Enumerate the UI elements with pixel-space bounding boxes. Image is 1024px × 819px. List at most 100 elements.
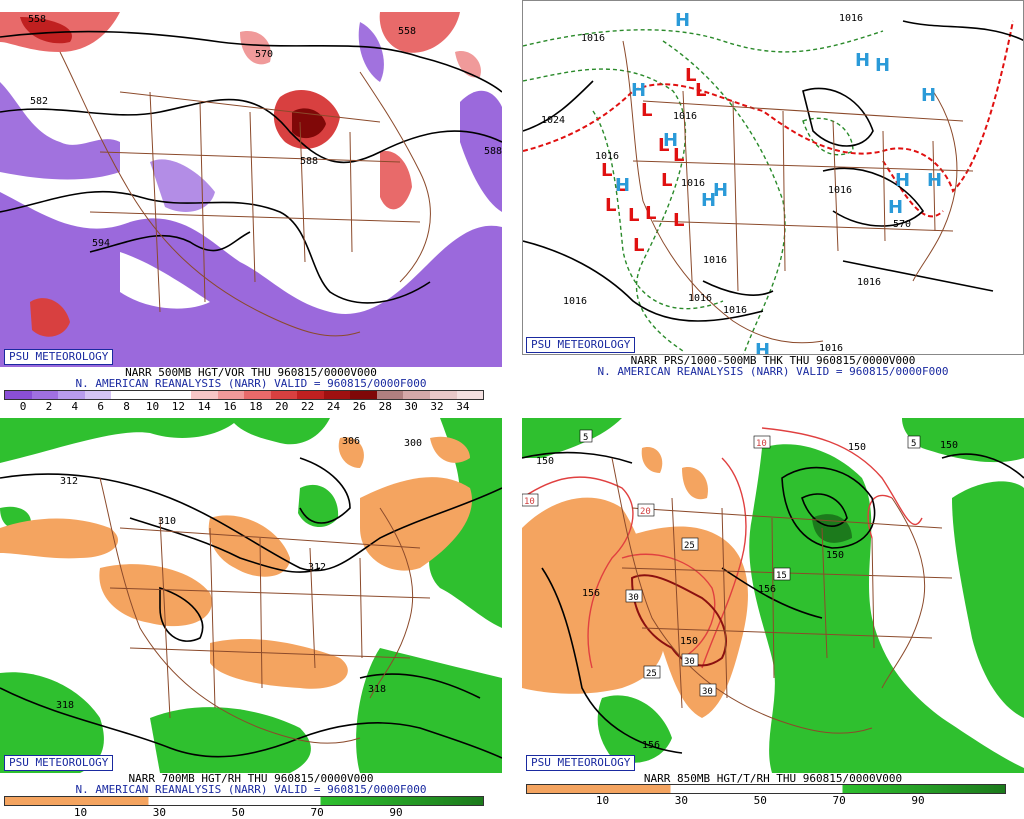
contour-label: 1016 (857, 277, 881, 288)
contour-label: 30 (684, 657, 695, 667)
contour-label: 588 (300, 156, 318, 167)
color-bar-swatch (137, 391, 165, 399)
svg-text:L: L (633, 235, 644, 256)
color-bar-swatch (111, 391, 138, 399)
svg-text:H: H (855, 50, 870, 71)
psu-meteorology-badge: PSU METEOROLOGY (526, 337, 636, 353)
svg-text:H: H (755, 340, 770, 355)
contour-label: 1016 (581, 33, 605, 44)
svg-text:L: L (661, 170, 672, 191)
contour-label: 1016 (673, 111, 697, 122)
legend-tick-label: 90 (911, 794, 925, 807)
svg-text:L: L (673, 145, 684, 166)
contour-label: 1016 (839, 13, 863, 24)
panel-valid-line: N. AMERICAN REANALYSIS (NARR) VALID = 96… (597, 365, 949, 378)
color-bar-swatch (84, 391, 112, 399)
svg-text:H: H (888, 197, 903, 218)
legend-tick-label: 16 (223, 400, 237, 413)
contour-label: 582 (30, 96, 48, 107)
legend-tick-label: 6 (97, 400, 105, 413)
contour-label: 156 (758, 584, 776, 595)
panel-700mb-rh: 312 306 300 310 312 318 318 PSU METEOROL… (0, 418, 502, 819)
contour-label: 1016 (723, 305, 747, 316)
vorticity-color-bar (4, 390, 484, 400)
contour-label: 1016 (828, 185, 852, 196)
svg-text:H: H (921, 85, 936, 106)
contour-label: 5 (583, 433, 588, 443)
legend-tick-label: 30 (674, 794, 688, 807)
legend-tick-label: 32 (430, 400, 444, 413)
contour-label: 150 (536, 456, 554, 467)
svg-text:L: L (605, 195, 616, 216)
contour-label: 156 (582, 588, 600, 599)
panel-title-line: NARR 500MB HGT/VOR THU 960815/0000V000 (125, 366, 377, 379)
svg-text:L: L (673, 210, 684, 231)
rh-color-bar (526, 784, 1006, 794)
legend-tick-label: 12 (171, 400, 185, 413)
legend-tick-label: 30 (404, 400, 418, 413)
svg-text:H: H (927, 170, 942, 191)
contour-label: 25 (646, 669, 657, 679)
legend-tick-label: 10 (145, 400, 160, 413)
legend-tick-label: 8 (123, 400, 130, 413)
legend-tick-label: 10 (73, 806, 88, 819)
contour-label: 150 (680, 636, 698, 647)
legend-tick-label: 2 (45, 400, 53, 413)
svg-text:H: H (615, 175, 630, 196)
color-bar-swatch (31, 391, 59, 399)
contour-label: 312 (60, 476, 78, 487)
contour-label: 30 (702, 687, 713, 697)
svg-text:H: H (875, 55, 890, 76)
contour-label: 588 (484, 146, 502, 157)
color-bar-swatch (244, 391, 271, 399)
map-700mb: 312 306 300 310 312 318 318 (0, 418, 502, 773)
legend-tick-label: 34 (456, 400, 470, 413)
svg-text:L: L (601, 160, 612, 181)
contour-label: 570 (893, 219, 911, 230)
legend-tick-label: 50 (231, 806, 245, 819)
contour-label: 150 (848, 442, 866, 453)
psu-meteorology-badge: PSU METEOROLOGY (4, 349, 114, 365)
contour-label: 30 (628, 593, 639, 603)
contour-label: 1016 (595, 151, 619, 162)
contour-label: 594 (92, 238, 110, 249)
contour-label: 558 (28, 14, 46, 25)
panel-valid-line: N. AMERICAN REANALYSIS (NARR) VALID = 96… (75, 783, 427, 796)
contour-label: 156 (642, 740, 660, 751)
legend-tick-label: 10 (595, 794, 610, 807)
contour-label: 318 (56, 700, 74, 711)
color-bar-swatch (430, 391, 457, 399)
contour-label: 150 (826, 550, 844, 561)
legend-tick-label: 50 (753, 794, 767, 807)
color-bar-swatch (376, 391, 404, 399)
legend-tick-label: 4 (71, 400, 79, 413)
psu-meteorology-badge: PSU METEOROLOGY (526, 755, 636, 771)
legend-tick-label: 14 (197, 400, 211, 413)
color-bar-swatch (350, 391, 377, 399)
svg-text:L: L (658, 135, 669, 156)
svg-text:H: H (701, 190, 716, 211)
vorticity-legend-ticks: 0 2 4 6 8 10 12 14 16 18 20 22 24 26 28 30 32 34 (4, 400, 482, 413)
contour-label: 1024 (541, 115, 565, 126)
contour-label: 570 (255, 49, 273, 60)
color-bar-swatch (456, 391, 484, 399)
legend-tick-label: 70 (832, 794, 846, 807)
rh-color-bar (4, 796, 484, 806)
svg-text:L: L (645, 203, 656, 224)
contour-label: 1016 (563, 296, 587, 307)
legend-tick-label: 18 (249, 400, 263, 413)
legend-tick-label: 26 (352, 400, 367, 413)
contour-label: 1016 (681, 178, 705, 189)
rh-legend-ticks: 10 30 50 70 90 (4, 806, 482, 819)
svg-text:H: H (713, 180, 728, 201)
svg-text:L: L (685, 65, 696, 86)
contour-label: 20 (640, 507, 651, 517)
panel-500mb-vorticity: 558 582 570 588 594 588 558 PSU METEOROL… (0, 12, 502, 413)
map-850mb: 5 5 10 20 25 30 30 30 25 15 10 150 150 1… (522, 418, 1024, 773)
color-bar-swatch (58, 391, 85, 399)
svg-text:L: L (695, 80, 706, 101)
contour-label: 558 (398, 26, 416, 37)
contour-label: 1016 (819, 343, 843, 354)
